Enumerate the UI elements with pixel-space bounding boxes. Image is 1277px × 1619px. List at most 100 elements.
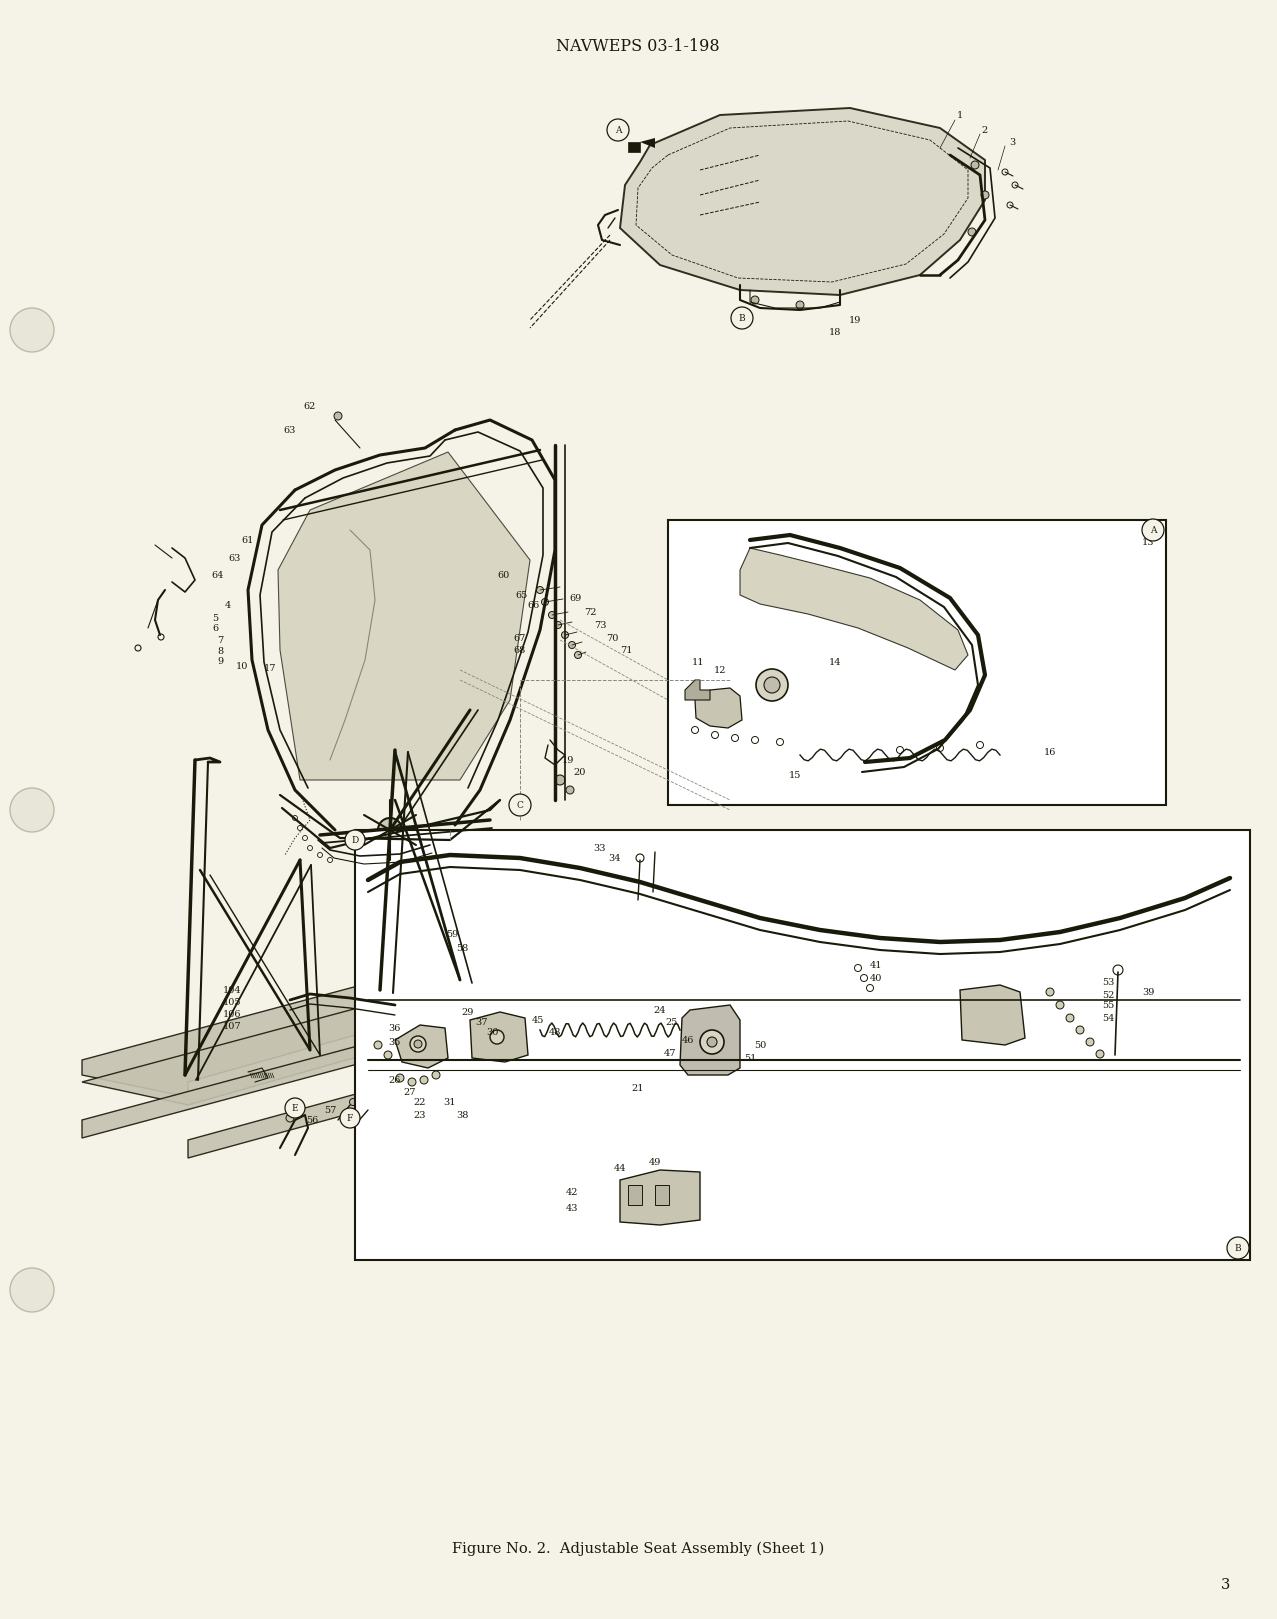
Text: 36: 36 — [388, 1023, 400, 1033]
Circle shape — [414, 1039, 421, 1047]
Bar — [655, 1185, 669, 1205]
Circle shape — [10, 788, 54, 832]
Text: 29: 29 — [462, 1007, 474, 1017]
Text: 7: 7 — [217, 636, 223, 644]
Circle shape — [1077, 1026, 1084, 1035]
Text: 23: 23 — [414, 1111, 427, 1119]
Text: 41: 41 — [870, 960, 882, 970]
Text: 31: 31 — [443, 1098, 456, 1106]
Text: 53: 53 — [1102, 978, 1115, 986]
Text: A: A — [1149, 526, 1156, 534]
Text: 46: 46 — [682, 1036, 695, 1044]
Circle shape — [607, 120, 630, 141]
Polygon shape — [739, 547, 968, 670]
Circle shape — [350, 1099, 356, 1106]
Circle shape — [432, 1072, 441, 1078]
Bar — [628, 142, 640, 152]
Circle shape — [796, 301, 805, 309]
Text: 69: 69 — [570, 594, 582, 602]
Text: 12: 12 — [714, 665, 727, 675]
Text: 106: 106 — [222, 1010, 241, 1018]
Text: 50: 50 — [753, 1041, 766, 1049]
Text: 47: 47 — [664, 1049, 677, 1057]
Text: 26: 26 — [388, 1075, 401, 1085]
Circle shape — [420, 1077, 428, 1085]
Text: B: B — [738, 314, 746, 322]
Circle shape — [340, 1107, 360, 1128]
Text: 56: 56 — [306, 1115, 318, 1125]
Text: 24: 24 — [654, 1005, 667, 1015]
Circle shape — [378, 818, 402, 842]
Text: 39: 39 — [1142, 988, 1154, 997]
Text: 35: 35 — [388, 1038, 400, 1046]
Text: 52: 52 — [1102, 991, 1115, 999]
Circle shape — [384, 1051, 392, 1059]
Bar — [628, 1185, 642, 1205]
Text: 71: 71 — [619, 646, 632, 654]
Circle shape — [707, 1038, 716, 1047]
Circle shape — [510, 793, 531, 816]
Text: 10: 10 — [236, 662, 248, 670]
Circle shape — [575, 651, 581, 659]
Circle shape — [1046, 988, 1054, 996]
Text: 25: 25 — [665, 1017, 678, 1026]
Text: 9: 9 — [217, 656, 223, 665]
Text: 1: 1 — [956, 110, 963, 120]
Circle shape — [1142, 520, 1165, 541]
Polygon shape — [278, 452, 530, 780]
Polygon shape — [640, 138, 655, 147]
Circle shape — [1066, 1013, 1074, 1022]
Circle shape — [335, 411, 342, 419]
Text: 8: 8 — [217, 646, 223, 656]
Circle shape — [536, 586, 544, 594]
Text: 57: 57 — [324, 1106, 336, 1114]
Text: 61: 61 — [241, 536, 254, 544]
Circle shape — [1227, 1237, 1249, 1260]
Text: 3: 3 — [1009, 138, 1015, 146]
Polygon shape — [679, 1005, 739, 1075]
Text: 19: 19 — [849, 316, 861, 324]
Text: 64: 64 — [212, 570, 225, 580]
Circle shape — [562, 631, 568, 638]
Circle shape — [981, 191, 988, 199]
Text: 18: 18 — [829, 327, 842, 337]
Text: 3: 3 — [1221, 1579, 1230, 1591]
Circle shape — [541, 599, 549, 606]
Text: 67: 67 — [513, 633, 526, 643]
Circle shape — [1085, 1038, 1094, 1046]
Text: 4: 4 — [225, 601, 231, 609]
Circle shape — [396, 1073, 404, 1081]
Circle shape — [756, 669, 788, 701]
Text: D: D — [351, 835, 359, 845]
Text: 62: 62 — [304, 402, 317, 411]
Circle shape — [566, 785, 573, 793]
Circle shape — [285, 1098, 305, 1119]
Text: 45: 45 — [531, 1015, 544, 1025]
Text: B: B — [1235, 1243, 1241, 1253]
Text: 19: 19 — [562, 756, 575, 764]
Polygon shape — [621, 1171, 700, 1226]
Text: 42: 42 — [566, 1187, 578, 1196]
Text: 48: 48 — [549, 1028, 561, 1036]
Text: 6: 6 — [212, 623, 218, 633]
Text: 51: 51 — [743, 1054, 756, 1062]
Text: 37: 37 — [476, 1017, 488, 1026]
Circle shape — [555, 776, 564, 785]
Text: 13: 13 — [1142, 538, 1154, 547]
Text: 40: 40 — [870, 973, 882, 983]
Text: 27: 27 — [404, 1088, 416, 1096]
Text: F: F — [347, 1114, 354, 1122]
Text: 55: 55 — [1102, 1001, 1114, 1010]
Polygon shape — [82, 1039, 480, 1158]
Text: 30: 30 — [485, 1028, 498, 1036]
Text: NAVWEPS 03-1-198: NAVWEPS 03-1-198 — [557, 37, 720, 55]
Text: 44: 44 — [614, 1164, 626, 1172]
Text: 16: 16 — [1043, 748, 1056, 756]
Circle shape — [10, 1268, 54, 1311]
Circle shape — [568, 641, 576, 649]
Text: E: E — [291, 1104, 299, 1112]
Text: 5: 5 — [212, 614, 218, 622]
Circle shape — [374, 1041, 382, 1049]
Circle shape — [764, 677, 780, 693]
Text: 15: 15 — [789, 771, 801, 779]
